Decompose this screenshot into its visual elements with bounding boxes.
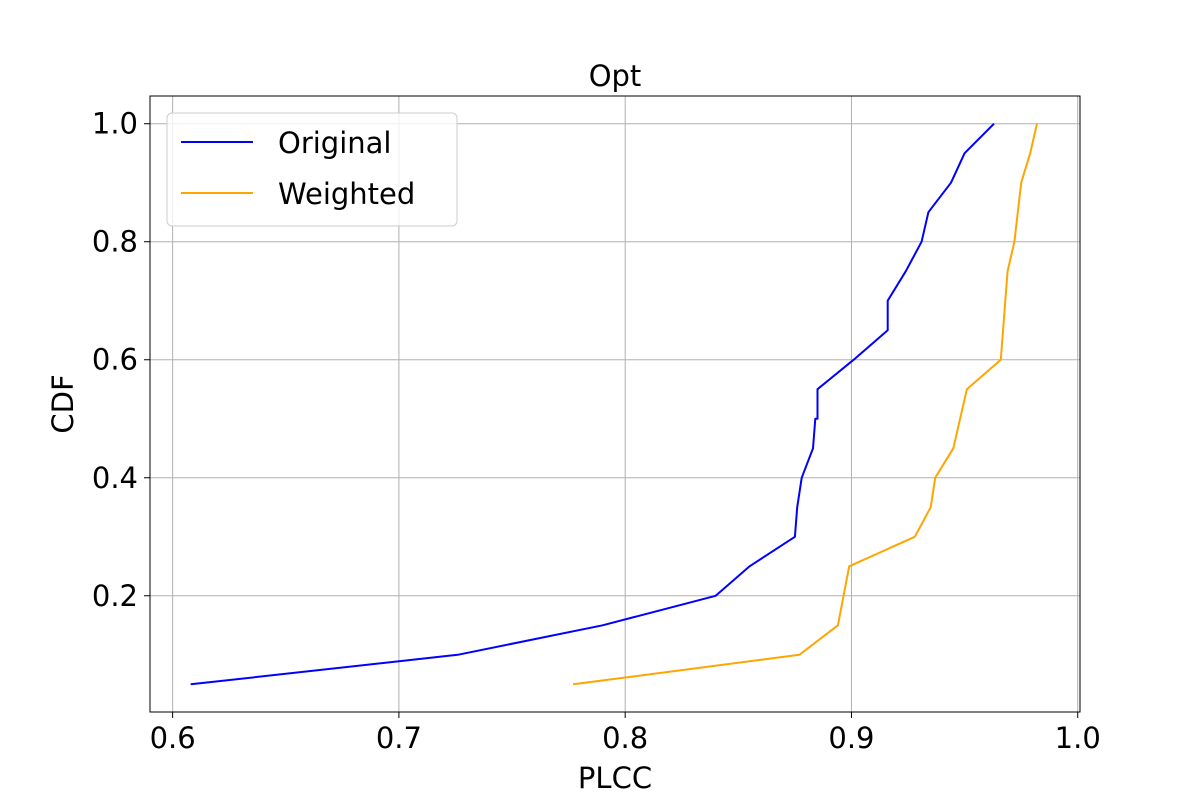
legend-label-original: Original	[278, 126, 391, 160]
legend: Original Weighted	[166, 112, 458, 227]
series-lines	[190, 122, 1038, 686]
y-tick-label: 0.8	[92, 225, 138, 259]
y-tick-label: 1.0	[92, 107, 138, 141]
y-axis-label: CDF	[46, 374, 80, 433]
legend-label-weighted: Weighted	[278, 177, 415, 211]
x-tick-label: 1.0	[1055, 721, 1101, 755]
series-line-original	[190, 122, 995, 686]
chart-title: Opt	[589, 59, 642, 93]
y-tick-label: 0.2	[92, 579, 138, 613]
y-tick-label: 0.6	[92, 343, 138, 377]
x-tick-label: 0.7	[376, 721, 422, 755]
plot-frame	[149, 95, 1081, 713]
y-tick-label: 0.4	[92, 461, 138, 495]
series-line-weighted	[572, 123, 1038, 686]
x-tick-label: 0.8	[602, 721, 648, 755]
x-axis-label: PLCC	[578, 761, 652, 795]
axis-ticks: 0.6 0.7 0.8 0.9 1.0 0.2 0.4 0.6 0.8 1.0	[92, 107, 1101, 755]
x-tick-label: 0.6	[150, 721, 196, 755]
x-tick-label: 0.9	[828, 721, 874, 755]
